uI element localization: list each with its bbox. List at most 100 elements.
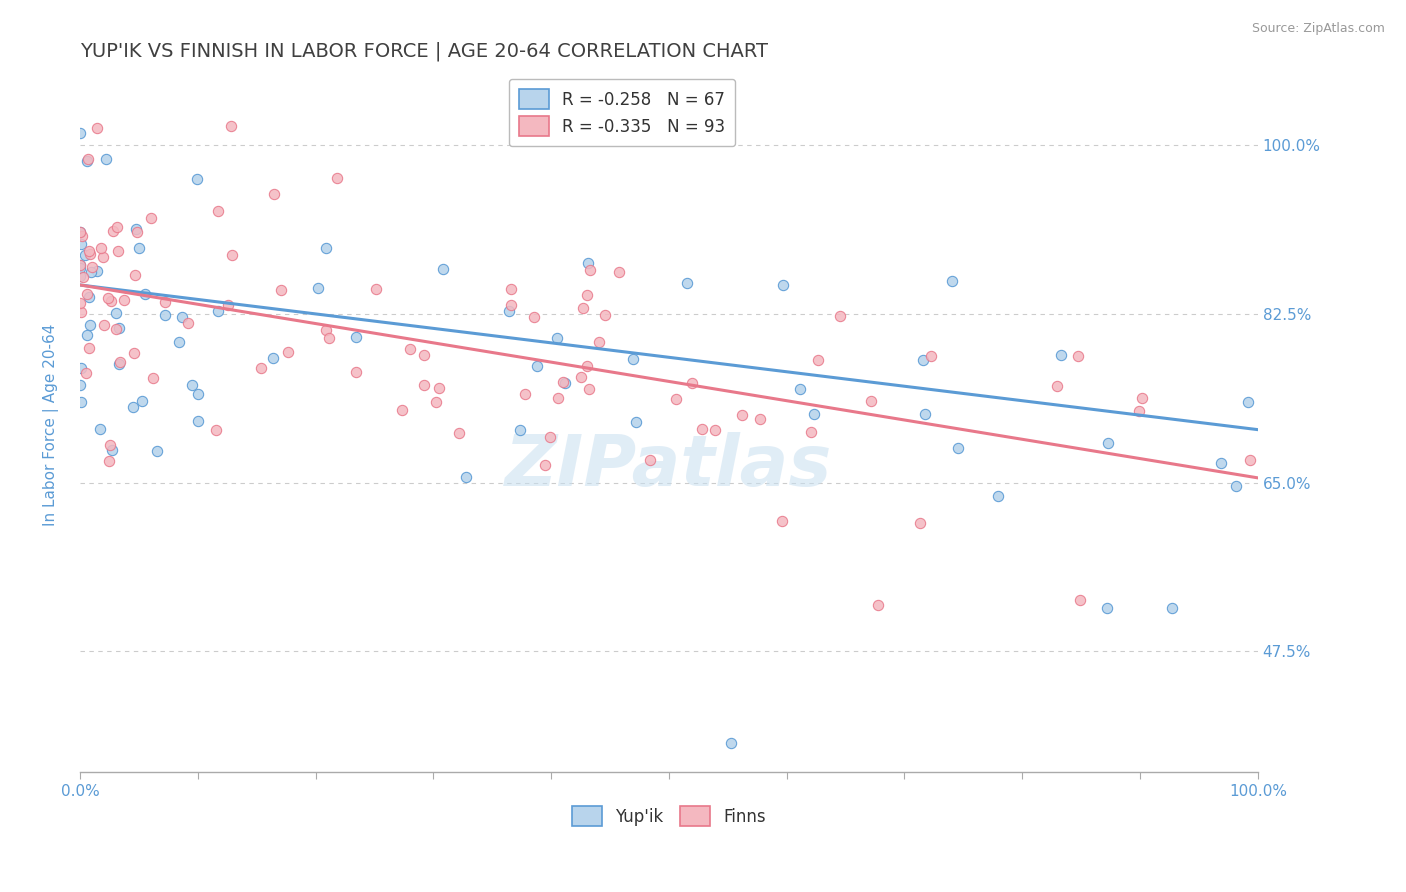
Point: [69, 225, 91, 239]
Point: [107, 357, 129, 371]
Point: [105, 322, 128, 336]
Point: [69, 295, 91, 310]
Point: [187, 387, 209, 401]
Point: [69, 258, 91, 272]
Point: [509, 423, 531, 437]
Point: [866, 598, 889, 612]
Point: [920, 350, 942, 364]
Point: [79, 318, 101, 332]
Point: [772, 277, 794, 292]
Point: [73, 248, 96, 262]
Point: [1237, 395, 1260, 409]
Point: [569, 369, 592, 384]
Point: [704, 423, 727, 437]
Point: [69, 378, 91, 392]
Point: [859, 394, 882, 409]
Point: [576, 256, 599, 270]
Point: [207, 204, 229, 219]
Point: [134, 287, 156, 301]
Point: [89, 422, 111, 436]
Point: [828, 310, 851, 324]
Point: [1160, 601, 1182, 615]
Point: [910, 516, 932, 530]
Point: [131, 394, 153, 409]
Point: [1209, 456, 1232, 470]
Point: [277, 345, 299, 359]
Point: [217, 298, 239, 312]
Point: [76, 328, 98, 343]
Point: [91, 251, 114, 265]
Point: [807, 352, 830, 367]
Point: [547, 391, 569, 405]
Point: [498, 303, 520, 318]
Point: [326, 171, 349, 186]
Point: [1239, 452, 1261, 467]
Point: [399, 343, 422, 357]
Point: [344, 330, 367, 344]
Point: [77, 244, 100, 259]
Point: [69, 225, 91, 239]
Point: [104, 306, 127, 320]
Point: [425, 395, 447, 409]
Point: [429, 381, 451, 395]
Point: [946, 442, 969, 456]
Point: [204, 424, 226, 438]
Point: [665, 392, 688, 406]
Point: [1067, 349, 1090, 363]
Point: [75, 366, 97, 380]
Point: [638, 453, 661, 467]
Point: [690, 422, 713, 436]
Point: [146, 444, 169, 458]
Point: [70, 361, 93, 376]
Point: [127, 225, 149, 239]
Point: [122, 346, 145, 360]
Point: [575, 359, 598, 374]
Point: [176, 316, 198, 330]
Point: [101, 442, 124, 457]
Point: [315, 323, 337, 337]
Point: [100, 438, 122, 452]
Point: [572, 301, 595, 315]
Point: [250, 360, 273, 375]
Point: [344, 365, 367, 379]
Point: [1097, 435, 1119, 450]
Point: [187, 414, 209, 428]
Point: [1046, 379, 1069, 393]
Point: [263, 186, 285, 201]
Point: [412, 378, 434, 392]
Point: [533, 458, 555, 472]
Point: [315, 241, 337, 255]
Point: [70, 228, 93, 243]
Point: [731, 408, 754, 422]
Point: [186, 172, 208, 186]
Text: YUP'IK VS FINNISH IN LABOR FORCE | AGE 20-64 CORRELATION CHART: YUP'IK VS FINNISH IN LABOR FORCE | AGE 2…: [80, 42, 768, 62]
Point: [77, 342, 100, 356]
Point: [447, 426, 470, 441]
Point: [607, 265, 630, 279]
Point: [69, 258, 91, 272]
Point: [69, 268, 91, 283]
Point: [79, 246, 101, 260]
Point: [911, 353, 934, 368]
Point: [207, 304, 229, 318]
Point: [546, 331, 568, 345]
Point: [588, 334, 610, 349]
Point: [80, 260, 103, 275]
Point: [153, 295, 176, 310]
Point: [789, 382, 811, 396]
Text: Source: ZipAtlas.com: Source: ZipAtlas.com: [1251, 22, 1385, 36]
Point: [128, 241, 150, 255]
Point: [578, 382, 600, 396]
Point: [1130, 392, 1153, 406]
Point: [749, 411, 772, 425]
Point: [621, 351, 644, 366]
Point: [72, 269, 94, 284]
Point: [914, 407, 936, 421]
Point: [97, 454, 120, 468]
Point: [101, 224, 124, 238]
Point: [432, 262, 454, 277]
Point: [108, 355, 131, 369]
Text: ZIPatlas: ZIPatlas: [505, 432, 832, 501]
Point: [770, 514, 793, 528]
Point: [80, 265, 103, 279]
